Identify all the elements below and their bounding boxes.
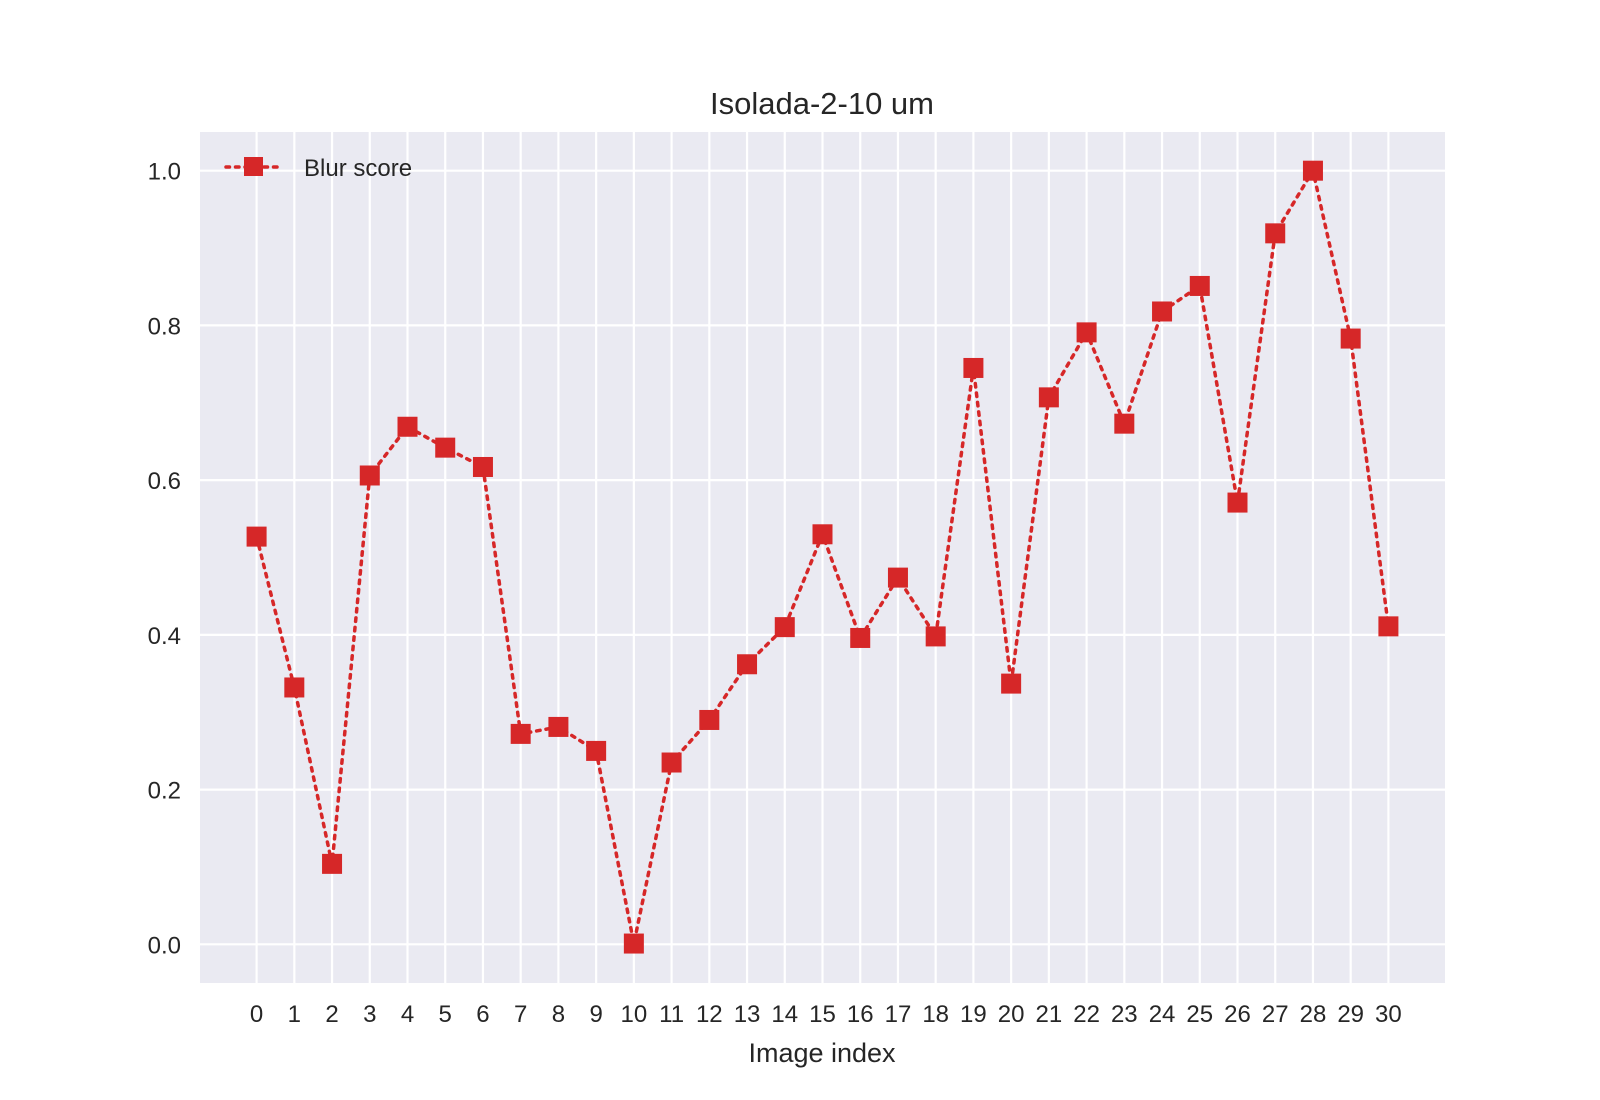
x-tick-label: 11 <box>659 1001 684 1028</box>
x-tick-label: 10 <box>621 1001 648 1028</box>
data-point <box>623 933 644 954</box>
data-point <box>359 465 380 486</box>
x-tick-label: 29 <box>1337 1001 1364 1028</box>
legend-marker <box>244 157 263 176</box>
data-point <box>397 416 418 437</box>
data-point <box>963 357 984 378</box>
x-tick-label: 4 <box>401 1001 414 1028</box>
series-layer <box>246 160 1399 954</box>
data-point <box>1302 160 1323 181</box>
x-tick-label: 16 <box>847 1001 874 1028</box>
x-axis-label: Image index <box>748 1038 896 1068</box>
x-tick-label: 19 <box>960 1001 987 1028</box>
x-tick-label: 1 <box>288 1001 301 1028</box>
y-tick-label: 1.0 <box>148 159 181 186</box>
x-tick-label: 18 <box>922 1001 949 1028</box>
data-point <box>1152 301 1173 322</box>
data-point <box>284 677 305 698</box>
y-tick-label: 0.8 <box>148 313 181 340</box>
x-tick-label: 22 <box>1073 1001 1100 1028</box>
data-point <box>1378 616 1399 637</box>
y-tick-label: 0.4 <box>148 623 181 650</box>
x-axis-ticks: 0 1 2 3 4 5 6 7 8 9 10 11 12 13 14 15 16 17 18 19 20 21 22 23 24… <box>250 1001 1402 1028</box>
chart-title: Isolada-2-10 um <box>710 86 934 121</box>
data-point <box>1001 673 1022 694</box>
data-point <box>925 626 946 647</box>
x-tick-label: 27 <box>1262 1001 1289 1028</box>
legend: Blur score <box>224 155 412 182</box>
data-point <box>812 524 833 545</box>
x-tick-label: 7 <box>514 1001 527 1028</box>
y-tick-label: 0.6 <box>148 468 181 495</box>
data-point <box>774 617 795 638</box>
data-point <box>1265 223 1286 244</box>
x-tick-label: 30 <box>1375 1001 1402 1028</box>
x-tick-label: 17 <box>885 1001 912 1028</box>
x-tick-label: 6 <box>476 1001 489 1028</box>
legend-label: Blur score <box>304 155 412 182</box>
data-point <box>472 456 493 477</box>
x-tick-label: 14 <box>771 1001 798 1028</box>
data-point <box>322 853 343 874</box>
y-axis-ticks: 0.0 0.2 0.4 0.6 0.8 1.0 <box>148 159 181 960</box>
x-tick-label: 12 <box>696 1001 723 1028</box>
x-tick-label: 26 <box>1224 1001 1251 1028</box>
data-point <box>1038 387 1059 408</box>
data-point <box>850 627 871 648</box>
x-tick-label: 25 <box>1186 1001 1213 1028</box>
data-point <box>1189 275 1210 296</box>
data-point <box>548 716 569 737</box>
data-point <box>510 723 531 744</box>
data-point <box>586 740 607 761</box>
data-point <box>1114 413 1135 434</box>
y-tick-label: 0.0 <box>148 932 181 959</box>
x-tick-label: 5 <box>439 1001 452 1028</box>
data-point <box>1340 328 1361 349</box>
x-tick-label: 21 <box>1036 1001 1063 1028</box>
data-point <box>737 654 758 675</box>
data-point <box>246 526 267 547</box>
x-tick-label: 20 <box>998 1001 1025 1028</box>
x-tick-label: 3 <box>363 1001 376 1028</box>
x-tick-label: 0 <box>250 1001 263 1028</box>
x-tick-label: 2 <box>325 1001 338 1028</box>
grid <box>200 132 1445 983</box>
data-point <box>887 567 908 588</box>
data-point <box>435 437 456 458</box>
y-tick-label: 0.2 <box>148 778 181 805</box>
x-tick-label: 23 <box>1111 1001 1138 1028</box>
x-tick-label: 15 <box>809 1001 836 1028</box>
data-point <box>661 752 682 773</box>
x-tick-label: 28 <box>1300 1001 1327 1028</box>
x-tick-label: 13 <box>734 1001 761 1028</box>
x-tick-label: 9 <box>589 1001 602 1028</box>
data-point <box>1227 492 1248 513</box>
data-point <box>1076 322 1097 343</box>
x-tick-label: 24 <box>1149 1001 1176 1028</box>
x-tick-label: 8 <box>552 1001 565 1028</box>
data-point <box>699 709 720 730</box>
